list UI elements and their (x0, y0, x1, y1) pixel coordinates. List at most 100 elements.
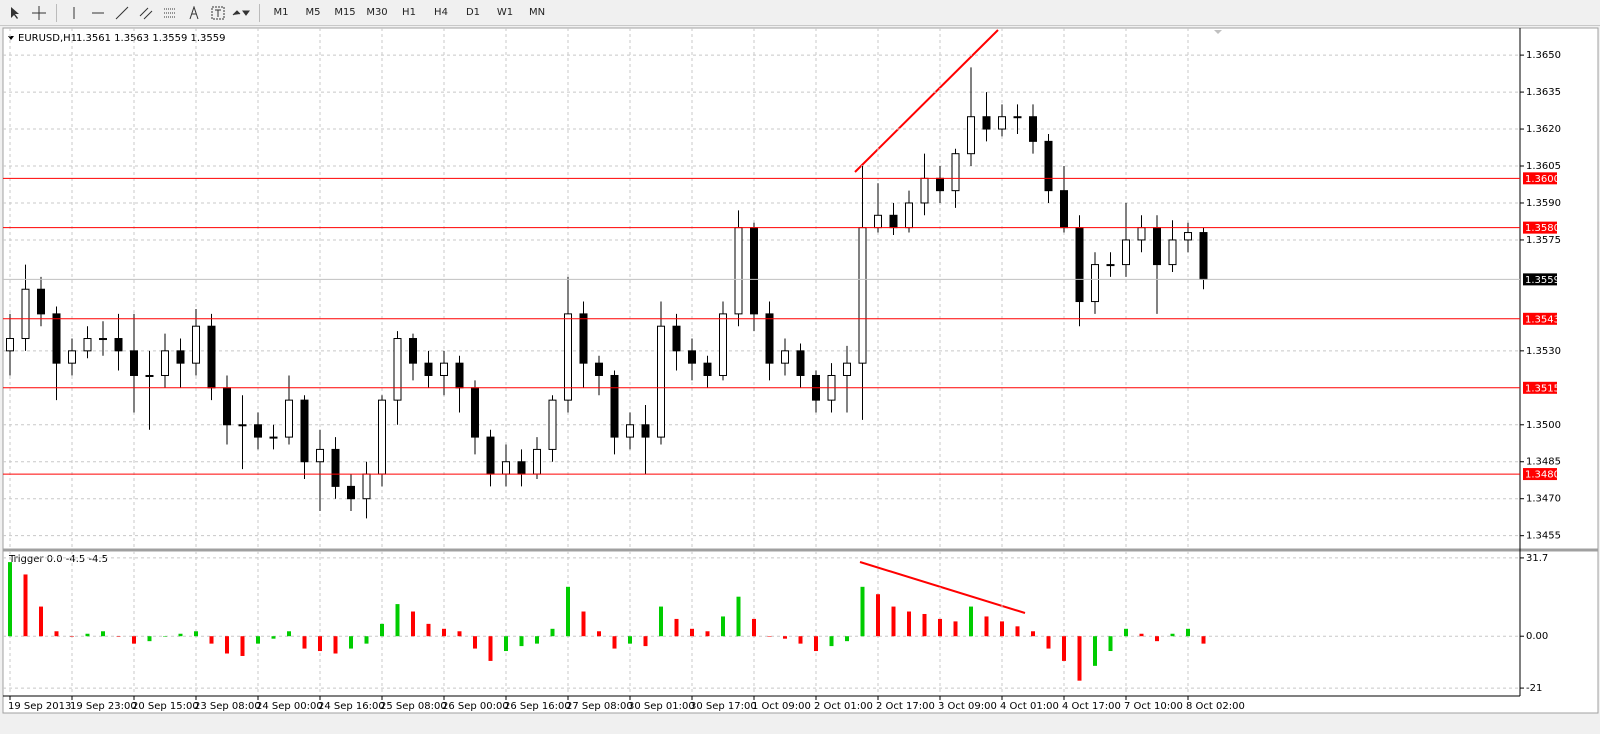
trendline-tool[interactable] (111, 3, 133, 23)
timeframe-button[interactable]: M30 (366, 7, 388, 18)
chart-shift-marker (1214, 30, 1222, 34)
candle-body (1091, 264, 1099, 303)
timeframe-button[interactable]: MN (528, 7, 546, 18)
candle-body (967, 116, 975, 155)
candle-body (672, 325, 681, 352)
candle-body (440, 362, 448, 376)
timeframe-button[interactable]: H4 (434, 7, 448, 18)
histogram-bar (85, 633, 90, 637)
x-tick-label: 1 Oct 09:00 (752, 701, 811, 712)
histogram-bar (969, 606, 973, 637)
candle-body (858, 227, 867, 364)
candle-body (719, 313, 727, 376)
timeframe-button[interactable]: D1 (465, 7, 481, 18)
timeframe-button[interactable]: H1 (402, 7, 416, 18)
cursor-tool[interactable] (4, 3, 26, 23)
candle-body (1075, 227, 1084, 303)
label-tool[interactable] (207, 3, 229, 23)
histogram-bar (1170, 633, 1175, 637)
histogram-bar (566, 586, 570, 637)
histogram-bar (1186, 628, 1190, 637)
y-tick-label: 1.3575 (1526, 235, 1561, 246)
candle-body (52, 313, 61, 364)
crosshair-tool[interactable] (28, 3, 50, 23)
timeframe-button[interactable]: M1 (273, 7, 289, 18)
level-label-box (1523, 468, 1557, 481)
fibonacci-tool[interactable] (159, 3, 181, 23)
y-tick-label: 1.3530 (1526, 346, 1561, 357)
candle-body (83, 338, 92, 352)
y-tick-label: 1.3470 (1526, 494, 1561, 505)
y-tick-label: 1.3635 (1526, 87, 1561, 98)
candle-body (238, 424, 247, 427)
candle-body (1153, 227, 1161, 266)
vertical-line-tool[interactable] (63, 3, 85, 23)
candle-body (595, 362, 603, 376)
candle-body (269, 436, 278, 439)
candle-body (641, 424, 650, 438)
timeframe-button[interactable]: M5 (305, 7, 321, 18)
candle-body (1184, 232, 1192, 241)
histogram-bar (1201, 636, 1206, 644)
x-tick-label: 19 Sep 23:00 (70, 701, 137, 712)
histogram-bar (938, 618, 942, 637)
candle-body (998, 116, 1006, 130)
candle-body (843, 362, 851, 376)
x-tick-label: 24 Sep 00:00 (256, 701, 323, 712)
candle-body (176, 350, 185, 364)
candle-body (1013, 116, 1022, 119)
candle-body (1060, 190, 1068, 229)
candle-body (471, 387, 479, 438)
histogram-bar (845, 636, 849, 642)
candle-body (781, 350, 789, 364)
candle-body (564, 313, 572, 401)
histogram-bar (876, 594, 880, 637)
histogram-bar (147, 636, 152, 642)
candle-body (223, 387, 231, 426)
candle-body (889, 214, 898, 229)
candle-body (548, 399, 557, 450)
candle-body (254, 424, 262, 438)
histogram-bar (194, 631, 198, 637)
histogram-bar (721, 616, 725, 637)
histogram-bar (426, 623, 431, 637)
histogram-bar (411, 611, 415, 637)
histogram-bar (380, 623, 384, 637)
candle-body (703, 362, 712, 376)
level-label-box (1523, 312, 1557, 325)
x-tick-label: 30 Sep 17:00 (690, 701, 757, 712)
candle-body (455, 362, 464, 389)
candle-body (1137, 227, 1146, 241)
x-tick-label: 26 Sep 16:00 (504, 701, 571, 712)
candle-body (1122, 239, 1130, 266)
histogram-bar (643, 636, 648, 647)
text-tool[interactable] (183, 3, 205, 23)
histogram-bar (256, 636, 260, 644)
histogram-bar (23, 574, 28, 637)
level-label: 1.3480 (1525, 470, 1560, 481)
histogram-bar (628, 636, 632, 644)
candle-body (285, 399, 293, 438)
channel-tool[interactable] (135, 3, 157, 23)
candle-body (393, 338, 402, 401)
timeframe-button[interactable]: M15 (334, 7, 356, 18)
horizontal-line-tool[interactable] (87, 3, 109, 23)
histogram-bar (519, 636, 524, 647)
histogram-bar (736, 596, 741, 637)
arrows-tool[interactable] (231, 3, 253, 23)
timeframe-button[interactable]: W1 (496, 7, 514, 18)
histogram-bar (54, 631, 59, 637)
histogram-bar (1015, 626, 1020, 637)
histogram-bar (705, 631, 710, 637)
histogram-bar (225, 636, 229, 654)
level-label-box (1523, 221, 1557, 234)
candle-body (610, 374, 619, 438)
candle-body (517, 461, 526, 475)
candle-body (502, 461, 510, 475)
histogram-bar (907, 611, 911, 637)
candle-body (936, 177, 944, 192)
histogram-bar (116, 636, 121, 637)
histogram-bar (488, 636, 493, 661)
histogram-bar (132, 636, 136, 644)
